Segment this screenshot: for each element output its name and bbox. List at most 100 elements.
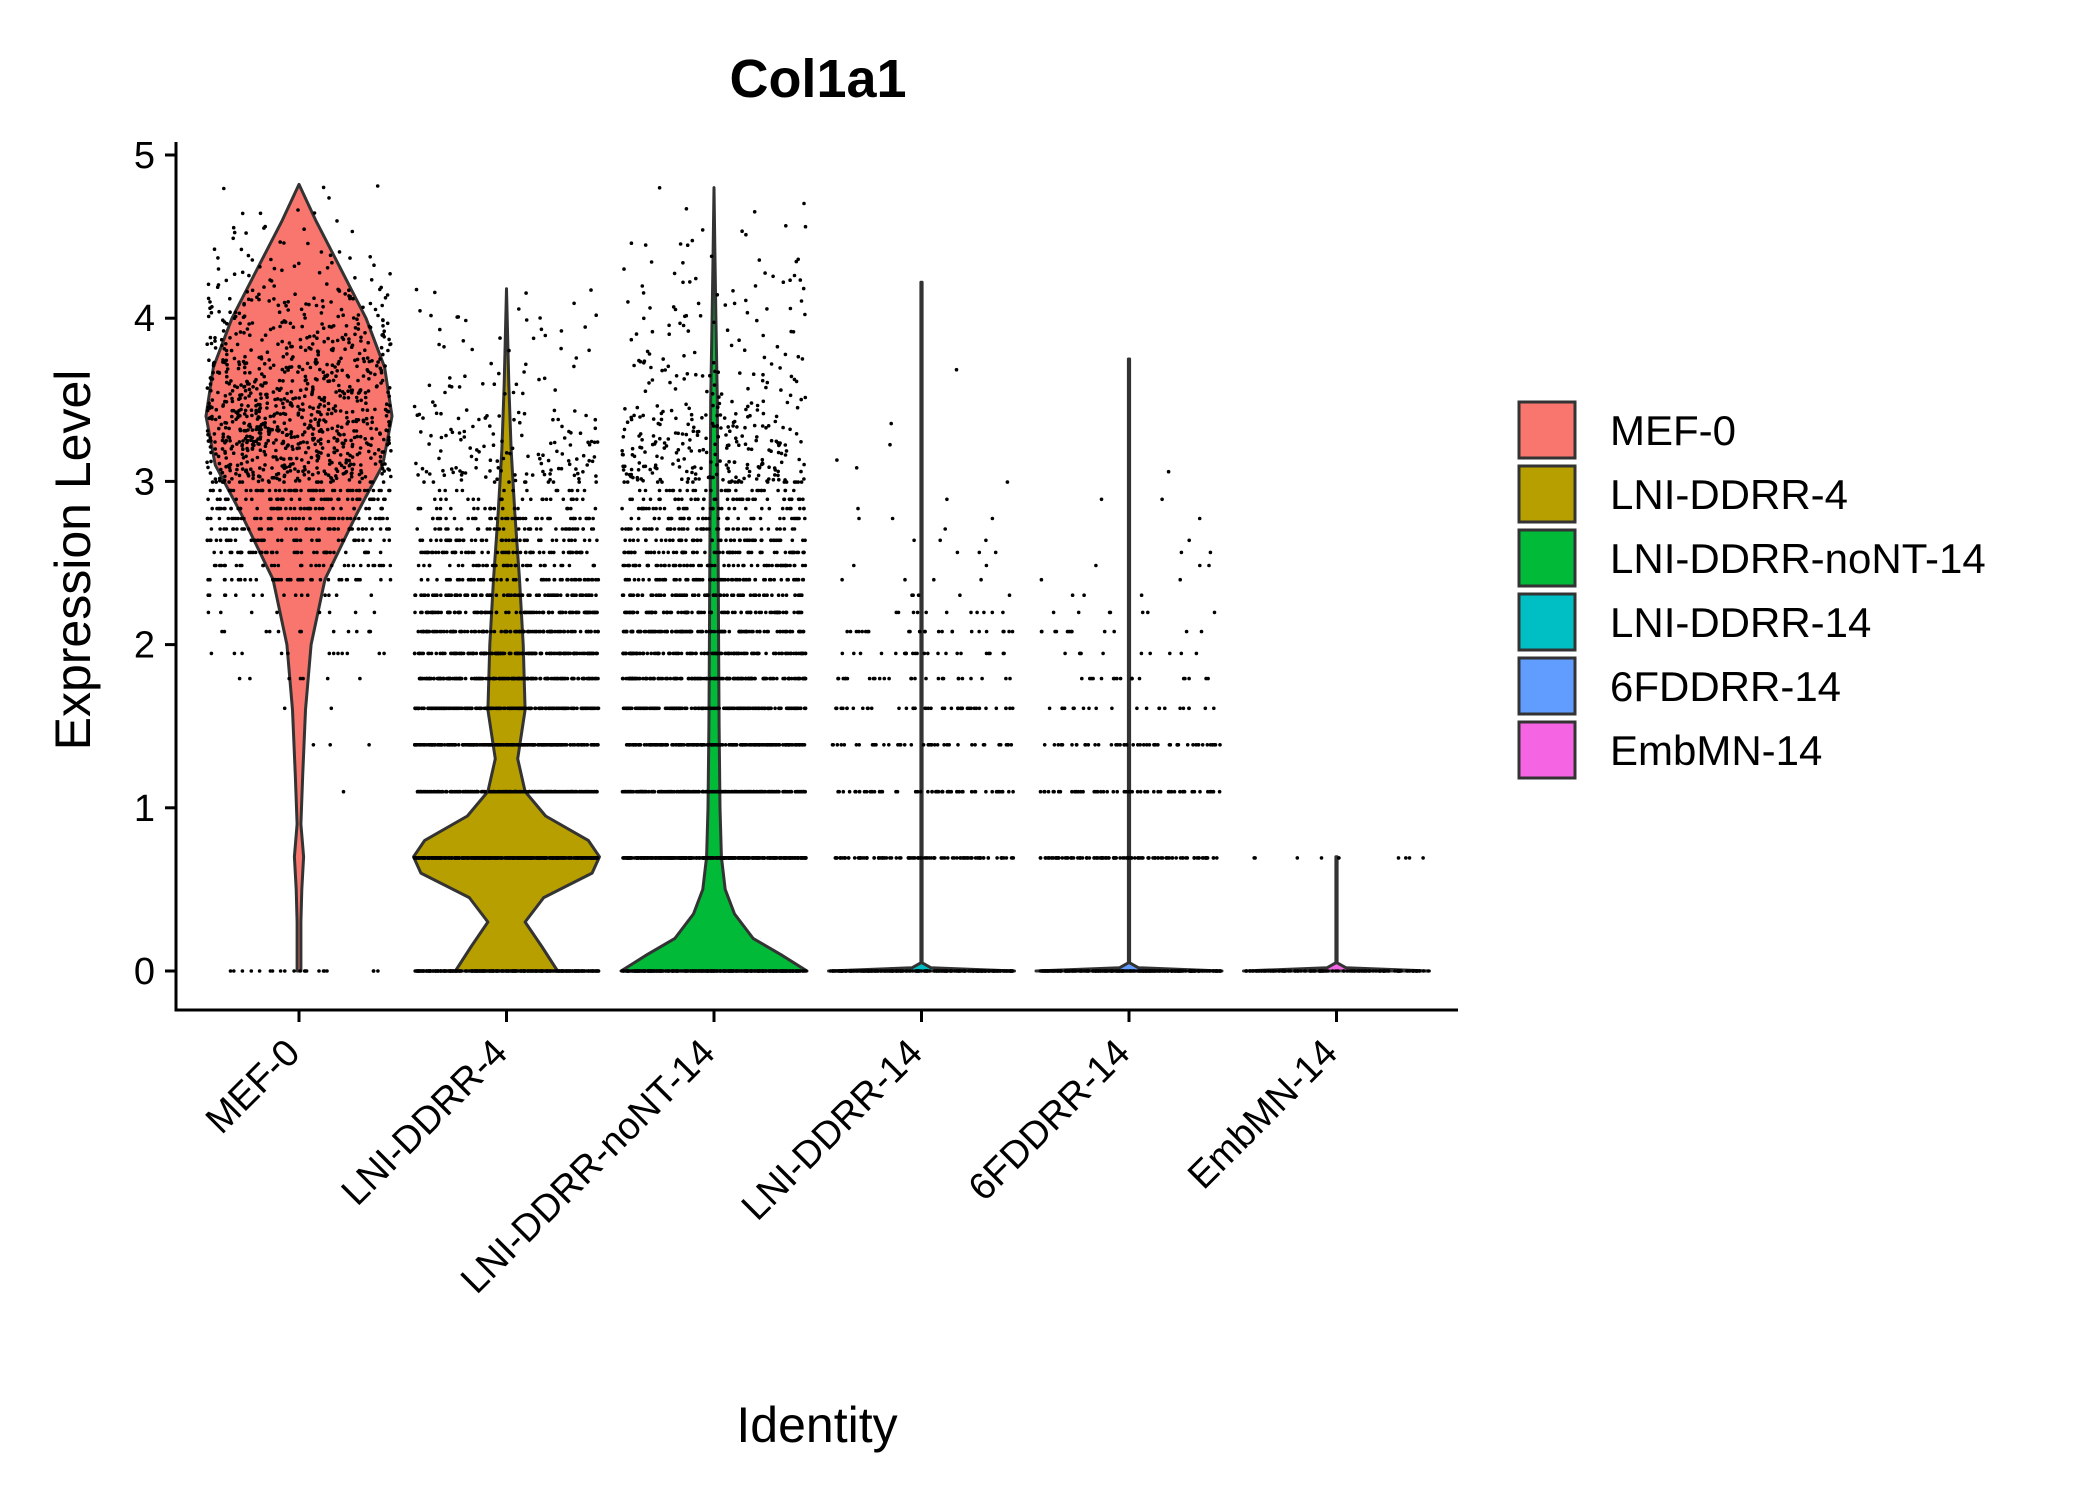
data-point [386, 527, 391, 531]
data-point [499, 469, 503, 473]
data-point [379, 577, 383, 582]
data-point [377, 516, 381, 521]
data-point [542, 563, 546, 568]
data-point [319, 437, 323, 442]
data-point [238, 480, 242, 484]
data-point [373, 452, 377, 456]
data-point [522, 370, 526, 374]
data-point [355, 399, 360, 403]
data-point [472, 969, 477, 973]
data-point [385, 321, 390, 326]
data-point [297, 261, 301, 266]
data-point [514, 550, 519, 555]
data-point [348, 294, 353, 299]
data-point [545, 629, 550, 634]
data-point [360, 527, 365, 531]
data-point [223, 420, 227, 425]
data-point [245, 460, 249, 464]
data-point [755, 969, 760, 973]
data-point [266, 527, 271, 531]
data-point [459, 629, 464, 634]
data-point [292, 538, 296, 543]
data-point [418, 309, 422, 313]
data-point [329, 476, 333, 480]
data-point [309, 563, 313, 568]
data-point [438, 506, 443, 511]
data-point [244, 429, 248, 433]
data-point [549, 468, 553, 472]
data-point [379, 506, 383, 511]
data-point [442, 629, 446, 634]
data-point [378, 455, 383, 459]
data-point [413, 706, 418, 711]
data-point [305, 593, 310, 597]
data-point [781, 969, 785, 973]
data-point [454, 466, 458, 470]
data-point [494, 969, 498, 973]
data-point [361, 356, 366, 361]
data-point [213, 417, 218, 422]
data-point [492, 563, 496, 568]
data-point [376, 969, 380, 973]
data-point [427, 563, 432, 568]
data-point [316, 423, 321, 428]
data-point [537, 538, 541, 543]
data-point [352, 462, 356, 467]
data-point [242, 421, 246, 425]
data-point [238, 321, 242, 326]
data-point [424, 629, 428, 634]
data-point [481, 563, 485, 568]
data-point [339, 506, 343, 511]
data-point [317, 527, 321, 531]
data-point [532, 629, 536, 634]
data-point [300, 324, 305, 329]
data-point [341, 445, 346, 449]
data-point [256, 442, 260, 446]
data-point [499, 538, 504, 543]
data-point [497, 414, 502, 418]
data-point [333, 365, 337, 369]
data-point [220, 438, 225, 443]
data-point [595, 538, 599, 543]
data-point [342, 432, 346, 437]
data-point [338, 409, 343, 413]
data-point [359, 468, 363, 473]
data-point [550, 610, 555, 615]
data-point [461, 856, 466, 860]
data-point [224, 400, 229, 404]
data-point [234, 593, 238, 597]
data-point [331, 506, 335, 511]
data-point [711, 424, 716, 428]
data-point [514, 516, 519, 521]
data-point [284, 365, 289, 370]
data-point [219, 563, 224, 568]
data-point [250, 288, 255, 293]
plot-area [204, 182, 1431, 973]
data-point [461, 743, 465, 747]
data-point [539, 527, 543, 531]
data-point [689, 449, 694, 453]
data-point [584, 413, 588, 418]
data-point [434, 610, 438, 615]
data-point [239, 383, 243, 387]
data-point [415, 856, 419, 860]
data-point [311, 497, 316, 502]
data-point [569, 431, 573, 435]
data-point [333, 404, 338, 408]
data-point [561, 497, 566, 502]
data-point [337, 383, 341, 388]
data-point [433, 527, 437, 531]
data-point [305, 440, 309, 445]
data-point [364, 401, 368, 406]
data-point [433, 743, 437, 747]
data-point [371, 488, 376, 493]
data-point [369, 278, 374, 282]
data-point [254, 398, 258, 403]
data-point [298, 337, 303, 342]
data-point [280, 339, 285, 344]
data-point [695, 527, 699, 531]
data-point [354, 395, 359, 400]
data-point [424, 550, 428, 555]
data-point [453, 789, 457, 794]
data-point [434, 538, 439, 543]
